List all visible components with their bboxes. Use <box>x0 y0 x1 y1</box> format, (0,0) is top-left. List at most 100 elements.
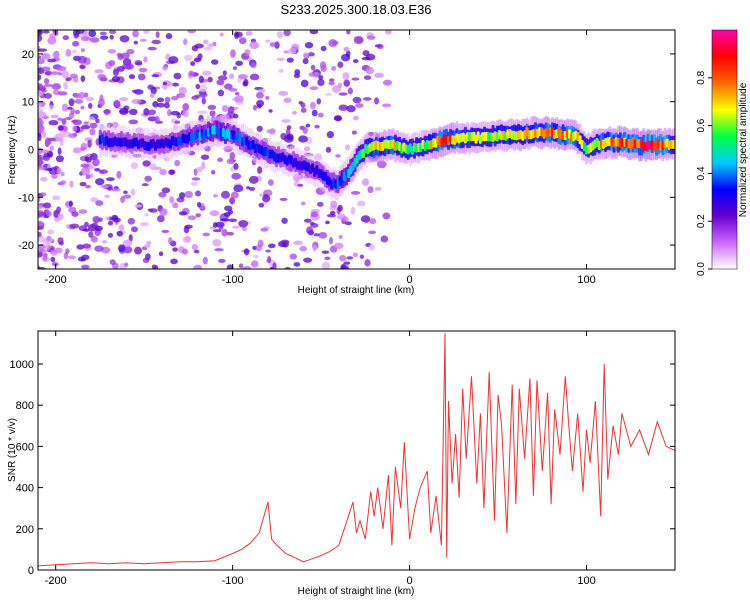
spectrogram-noise-blob <box>202 256 208 265</box>
spectrogram-noise-blob <box>194 190 202 197</box>
spectrogram-ridge-cell <box>672 139 675 150</box>
spectrogram-noise-blob <box>47 229 55 235</box>
spectrogram-noise-blob <box>68 98 75 107</box>
spectrogram-noise-blob <box>167 109 172 117</box>
spectrogram-noise-blob <box>302 257 313 263</box>
spectrogram-noise-blob <box>50 256 56 263</box>
spectrogram-noise-blob <box>334 114 343 122</box>
spectrogram-noise-blob <box>143 107 150 116</box>
spectrogram-noise-blob <box>161 229 170 233</box>
spectrogram-noise-blob <box>94 245 104 252</box>
spectrogram-noise-blob <box>57 91 68 96</box>
snr-x-label: Height of straight line (km) <box>298 586 415 597</box>
spectrogram-noise-blob <box>130 226 139 233</box>
spectrogram-noise-blob <box>45 243 51 251</box>
spectrogram-noise-blob <box>219 218 230 222</box>
colorbar-tick-label: 0.2 <box>696 214 707 228</box>
spectrogram-noise-blob <box>91 222 99 229</box>
spectrogram-noise-blob <box>109 34 114 40</box>
spectrogram-noise-blob <box>272 262 277 269</box>
spectrogram-noise-blob <box>303 218 312 223</box>
spectrogram-noise-blob <box>224 205 233 212</box>
spectrogram-noise-blob <box>167 81 173 87</box>
spectrogram-noise-blob <box>329 78 335 82</box>
spectrogram-noise-blob <box>119 107 129 116</box>
spectrogram-noise-blob <box>48 119 59 126</box>
spectrogram-noise-blob <box>249 41 260 49</box>
spectrogram-noise-blob <box>38 156 43 162</box>
spectrogram-noise-blob <box>159 208 168 216</box>
spectrogram-noise-blob <box>346 105 356 113</box>
spectrogram-noise-blob <box>38 166 47 171</box>
spectrogram-noise-blob <box>193 57 202 62</box>
spectrogram-noise-blob <box>38 249 47 253</box>
spectrogram-noise-blob <box>161 187 171 194</box>
spectrogram-noise-blob <box>116 52 123 57</box>
spectrogram-noise-blob <box>147 208 154 212</box>
spectrogram-noise-blob <box>130 188 136 196</box>
spectrogram-noise-blob <box>260 227 269 232</box>
spectrogram-noise-blob <box>42 255 48 261</box>
spectrogram-noise-blob <box>38 192 41 197</box>
spectrogram-noise-blob <box>352 59 359 64</box>
spectrogram-noise-blob <box>38 48 48 52</box>
spectrogram-noise-blob <box>178 192 186 199</box>
spectrogram-noise-blob <box>226 264 234 269</box>
spectrogram-noise-blob <box>42 30 50 34</box>
spectrogram-noise-blob <box>282 119 290 123</box>
spectrogram-noise-blob <box>182 236 191 244</box>
spectrogram-noise-blob <box>338 234 343 240</box>
spectrogram-noise-blob <box>173 72 182 80</box>
spectrogram-noise-blob <box>76 244 85 250</box>
snr-y-tick-label: 200 <box>16 524 34 536</box>
spectrogram-noise-blob <box>149 163 157 171</box>
spectrogram-noise-blob <box>147 46 157 51</box>
spectrogram-noise-blob <box>38 197 41 203</box>
spectrogram-noise-blob <box>143 30 150 34</box>
spectrogram-noise-blob <box>223 212 231 217</box>
spectrogram-noise-blob <box>299 246 308 252</box>
spectrogram-noise-blob <box>325 146 332 153</box>
spectrogram-noise-blob <box>362 178 370 187</box>
spectrogram-noise-blob <box>190 181 198 187</box>
spectrogram-noise-blob <box>130 162 139 170</box>
spectrogram-noise-blob <box>67 255 76 260</box>
spectrogram-noise-blob <box>71 119 79 123</box>
spectrogram-noise-blob <box>187 30 196 34</box>
spectrogram-noise-blob <box>137 73 146 81</box>
spectrogram-noise-blob <box>134 204 143 208</box>
spectrogram-noise-blob <box>191 243 198 251</box>
spectrogram-noise-blob <box>374 97 380 105</box>
spectrogram-noise-blob <box>344 221 352 226</box>
spectrogram-noise-blob <box>127 217 136 225</box>
spectrogram-noise-blob <box>38 55 42 59</box>
spectrogram-noise-blob <box>219 32 224 37</box>
spectrogram-noise-blob <box>304 41 314 49</box>
spectrogram-noise-blob <box>243 248 250 256</box>
spectrogram-noise-blob <box>228 73 235 80</box>
spectrogram-noise-blob <box>162 81 168 86</box>
spectrogram-noise-blob <box>257 239 264 248</box>
spectrogram-noise-blob <box>325 220 330 225</box>
spectrogram-noise-blob <box>73 32 80 39</box>
colorbar-tick-label: 0.6 <box>696 118 707 132</box>
spectrogram-noise-blob <box>122 239 133 247</box>
snr-x-ticks: -200 -100 0 100 <box>45 331 596 587</box>
spectrogram-noise-blob <box>212 222 218 228</box>
chart-title: S233.2025.300.18.03.E36 <box>280 2 431 17</box>
spectrogram-noise-blob <box>119 35 130 43</box>
spectrogram-noise-blob <box>163 102 170 109</box>
spectrogram-noise-blob <box>84 221 89 228</box>
spectrogram-noise-blob <box>309 86 319 91</box>
spectrogram-noise-blob <box>217 157 224 163</box>
spectrogram-noise-blob <box>374 187 382 191</box>
spectrogram-noise-blob <box>312 244 317 252</box>
spectrogram-noise-blob <box>202 232 211 237</box>
spectrogram-noise-blob <box>38 133 42 138</box>
spectrogram-noise-blob <box>38 119 44 127</box>
spectrogram-noise-blob <box>309 101 317 110</box>
spectrogram-noise-blob <box>139 222 150 227</box>
spectrogram-noise-blob <box>307 52 315 57</box>
spectrogram-x-tick-label: -100 <box>222 274 244 286</box>
spectrogram-noise-blob <box>74 109 81 115</box>
